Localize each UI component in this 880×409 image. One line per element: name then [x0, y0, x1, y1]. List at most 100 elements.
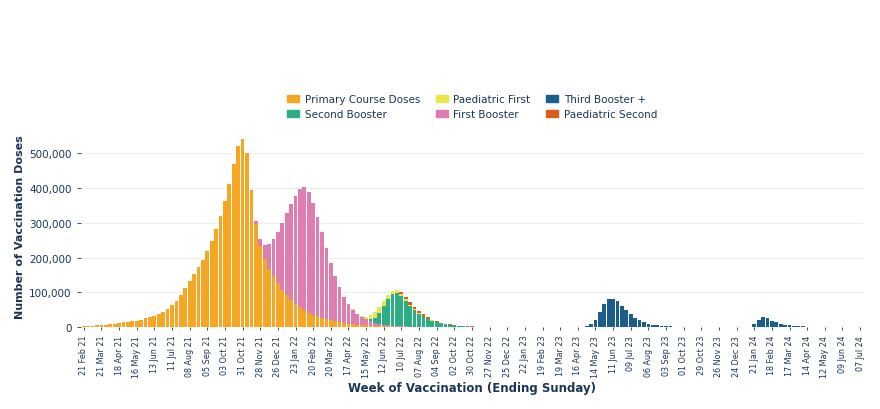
- Bar: [779, 324, 782, 327]
- Bar: [448, 325, 451, 327]
- Bar: [616, 301, 620, 327]
- Bar: [360, 316, 363, 317]
- Bar: [272, 240, 275, 276]
- Bar: [364, 326, 368, 327]
- Bar: [231, 164, 236, 327]
- Bar: [373, 323, 377, 326]
- Bar: [378, 314, 381, 324]
- Bar: [417, 311, 421, 313]
- Bar: [770, 321, 774, 327]
- Bar: [338, 323, 341, 327]
- Bar: [148, 318, 152, 327]
- Bar: [373, 318, 377, 323]
- Bar: [378, 324, 381, 326]
- Bar: [334, 276, 337, 321]
- Bar: [130, 321, 134, 327]
- Bar: [227, 184, 231, 327]
- Bar: [281, 290, 284, 327]
- Bar: [351, 324, 355, 327]
- Bar: [607, 300, 611, 327]
- Bar: [386, 295, 390, 299]
- Bar: [113, 324, 116, 327]
- Bar: [378, 326, 381, 327]
- Bar: [766, 319, 769, 327]
- Bar: [404, 300, 407, 301]
- Bar: [329, 321, 333, 327]
- Bar: [218, 217, 223, 327]
- Bar: [201, 261, 205, 327]
- Bar: [174, 301, 179, 327]
- Bar: [312, 315, 315, 327]
- Bar: [664, 326, 668, 327]
- Bar: [761, 318, 765, 327]
- Bar: [422, 315, 425, 316]
- Bar: [651, 325, 655, 327]
- Bar: [205, 252, 209, 327]
- Bar: [408, 302, 412, 305]
- Bar: [272, 276, 275, 327]
- Legend: Primary Course Doses, Second Booster, Paediatric First, First Booster, Third Boo: Primary Course Doses, Second Booster, Pa…: [282, 91, 661, 124]
- Bar: [386, 299, 390, 326]
- Bar: [329, 263, 333, 321]
- Bar: [408, 306, 412, 327]
- Bar: [351, 310, 355, 324]
- Bar: [647, 324, 650, 327]
- Bar: [192, 274, 196, 327]
- Bar: [91, 326, 94, 327]
- Bar: [126, 322, 129, 327]
- Bar: [404, 301, 407, 327]
- Bar: [170, 306, 174, 327]
- Bar: [307, 313, 311, 327]
- Bar: [369, 319, 372, 321]
- Bar: [294, 196, 297, 304]
- Bar: [347, 304, 350, 324]
- Bar: [382, 307, 385, 325]
- Bar: [196, 267, 201, 327]
- Bar: [774, 323, 778, 327]
- Bar: [752, 324, 756, 327]
- Bar: [373, 326, 377, 327]
- Bar: [320, 233, 324, 318]
- Bar: [290, 300, 293, 327]
- Bar: [223, 202, 227, 327]
- Bar: [303, 310, 306, 327]
- Bar: [117, 323, 121, 327]
- Bar: [285, 214, 289, 295]
- Bar: [430, 320, 434, 321]
- Bar: [386, 326, 390, 327]
- Bar: [82, 326, 85, 327]
- Bar: [452, 326, 456, 327]
- Bar: [268, 245, 271, 269]
- Bar: [404, 297, 407, 300]
- Bar: [395, 293, 399, 326]
- Bar: [783, 325, 787, 327]
- Bar: [241, 140, 245, 327]
- Bar: [395, 291, 399, 293]
- Bar: [99, 325, 103, 327]
- Y-axis label: Number of Vaccination Doses: Number of Vaccination Doses: [15, 135, 25, 318]
- Bar: [298, 307, 302, 327]
- Bar: [422, 317, 425, 327]
- Bar: [400, 326, 403, 327]
- Bar: [263, 245, 267, 260]
- Bar: [439, 324, 443, 327]
- Bar: [263, 260, 267, 327]
- Bar: [369, 326, 372, 327]
- Bar: [430, 321, 434, 327]
- Bar: [400, 292, 403, 294]
- Bar: [660, 326, 664, 327]
- Bar: [364, 320, 368, 326]
- Bar: [259, 239, 262, 247]
- Bar: [86, 326, 90, 327]
- Bar: [254, 225, 258, 327]
- Bar: [395, 290, 399, 291]
- Bar: [268, 269, 271, 327]
- Bar: [179, 295, 183, 327]
- Bar: [165, 309, 170, 327]
- Bar: [400, 294, 403, 296]
- Bar: [373, 312, 377, 318]
- Bar: [792, 326, 796, 327]
- Bar: [285, 295, 289, 327]
- Bar: [656, 326, 659, 327]
- Bar: [121, 323, 125, 327]
